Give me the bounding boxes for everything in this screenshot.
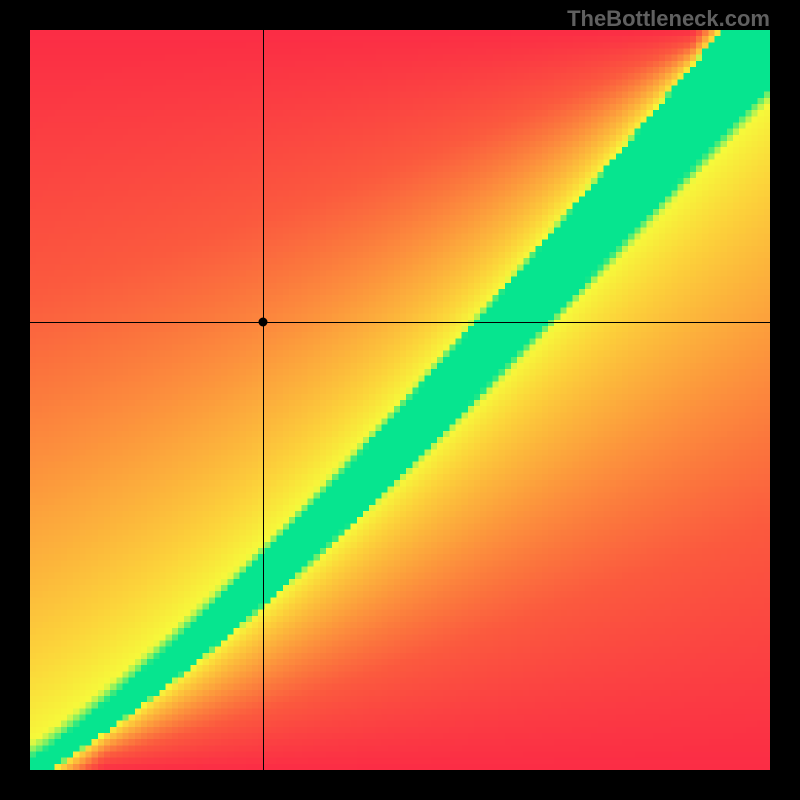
crosshair-horizontal [30,322,770,323]
crosshair-marker [259,318,268,327]
bottleneck-heatmap [30,30,770,770]
chart-container: TheBottleneck.com [0,0,800,800]
watermark-text: TheBottleneck.com [567,6,770,32]
crosshair-vertical [263,30,264,770]
